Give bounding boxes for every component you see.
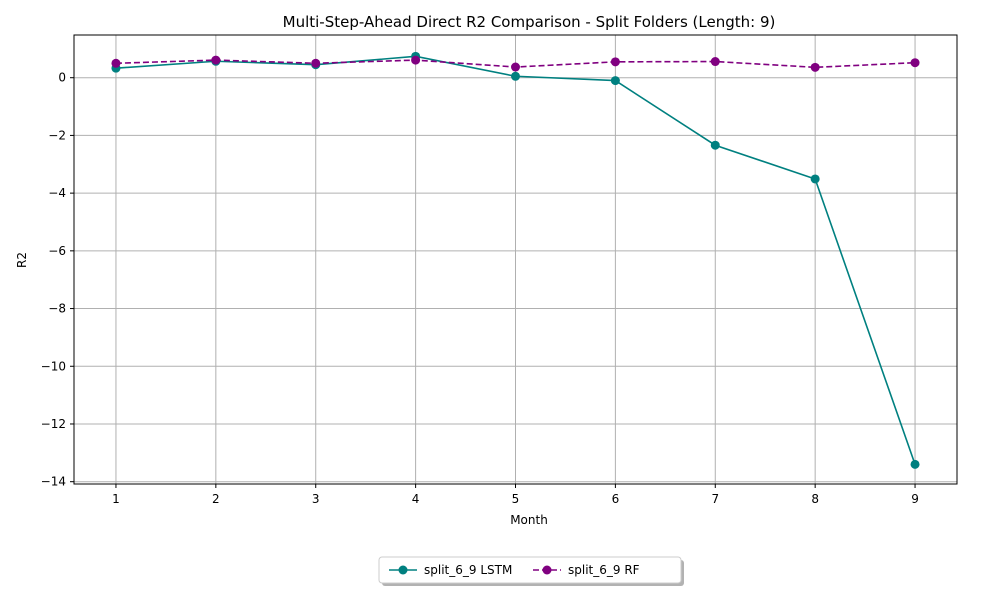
data-point-split-6-9-lstm [610, 76, 620, 86]
data-point-split-6-9-rf [910, 58, 920, 68]
legend: split_6_9 LSTM split_6_9 RF [378, 556, 684, 586]
data-point-split-6-9-lstm [710, 140, 720, 150]
y-tick-label: −2 [48, 128, 66, 142]
data-point-split-6-9-rf [810, 62, 820, 72]
data-point-split-6-9-rf [511, 62, 520, 72]
series-layer [111, 51, 920, 469]
y-tick-label: −10 [41, 359, 66, 373]
y-tick-label: −12 [41, 417, 66, 431]
x-tick-label: 2 [212, 492, 220, 506]
y-tick-label: −8 [48, 302, 66, 316]
data-point-split-6-9-rf [411, 55, 421, 65]
x-tick-label: 5 [512, 492, 520, 506]
x-axis-label: Month [510, 513, 548, 527]
data-point-split-6-9-rf [710, 57, 720, 67]
grid [74, 35, 957, 484]
x-tick-label: 1 [112, 492, 120, 506]
y-tick-label: −14 [41, 475, 66, 489]
data-point-split-6-9-rf [311, 58, 321, 68]
chart-title: Multi-Step-Ahead Direct R2 Comparison - … [283, 13, 776, 31]
data-point-split-6-9-rf [610, 57, 620, 67]
legend-marker-split-6-9-lstm [398, 565, 408, 575]
legend-label-split-6-9-rf: split_6_9 RF [568, 563, 640, 577]
data-point-split-6-9-rf [211, 55, 221, 65]
y-axis-label: R2 [15, 252, 29, 268]
x-tick-label: 4 [412, 492, 420, 506]
x-tick-label: 3 [312, 492, 320, 506]
legend-box [378, 556, 682, 584]
x-tick-label: 8 [811, 492, 819, 506]
legend-label-split-6-9-lstm: split_6_9 LSTM [424, 563, 512, 577]
ticks: 1 2 3 4 5 6 7 8 9 0 −2 −4 −6 −8 −10 −12 −14 [41, 71, 919, 506]
data-point-split-6-9-lstm [810, 174, 820, 184]
y-tick-label: −6 [48, 244, 66, 258]
y-tick-label: −4 [48, 186, 66, 200]
data-point-split-6-9-rf [111, 58, 121, 68]
data-point-split-6-9-lstm [910, 459, 920, 469]
y-tick-label: 0 [58, 71, 66, 85]
x-tick-label: 6 [612, 492, 620, 506]
legend-marker-split-6-9-rf [542, 565, 552, 575]
x-tick-label: 9 [911, 492, 919, 506]
x-tick-label: 7 [711, 492, 719, 506]
data-point-split-6-9-lstm [511, 71, 520, 81]
